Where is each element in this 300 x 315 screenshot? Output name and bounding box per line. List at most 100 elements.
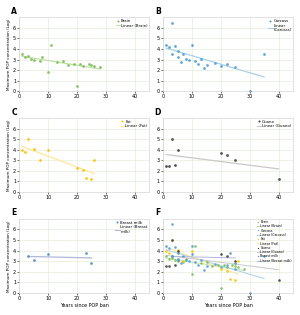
Point (169, 137, 174, 142)
Point (201, 267, 206, 272)
Point (216, 263, 220, 268)
Point (32, 57, 36, 62)
Point (164, 264, 169, 269)
Point (248, 290, 252, 295)
Legend: Breast milk, Linear (Breast
milk): Breast milk, Linear (Breast milk) (115, 220, 148, 234)
Point (92, 158, 97, 163)
Text: E: E (11, 209, 17, 217)
Point (175, 147, 180, 152)
Point (175, 49, 180, 54)
Point (172, 43, 177, 49)
X-axis label: Years since POP ban: Years since POP ban (204, 303, 253, 308)
Point (46, 147, 51, 152)
Y-axis label: Maximum POP concentration (Log): Maximum POP concentration (Log) (7, 220, 11, 292)
Point (60, 58, 65, 63)
Point (190, 248, 194, 253)
Point (224, 152, 229, 158)
Point (193, 260, 197, 265)
Point (233, 65, 238, 70)
Point (26, 137, 30, 142)
Point (230, 263, 235, 268)
Point (190, 42, 194, 47)
Point (213, 262, 218, 267)
Point (40, 55, 45, 60)
Point (23, 55, 28, 60)
Point (204, 264, 209, 269)
Point (26, 253, 30, 258)
Point (218, 63, 223, 68)
Point (164, 244, 169, 249)
Point (198, 261, 203, 266)
Point (164, 248, 169, 253)
Point (167, 256, 171, 261)
Point (181, 253, 186, 258)
Point (181, 52, 186, 57)
Point (221, 263, 226, 268)
Point (242, 266, 246, 271)
Point (233, 158, 238, 163)
Point (187, 57, 192, 62)
Point (92, 63, 97, 68)
Point (233, 278, 238, 283)
Text: C: C (11, 108, 17, 117)
Point (23, 149, 28, 154)
Point (233, 266, 238, 271)
Legend: Carcass, Linear
(Carcass): Carcass, Linear (Carcass) (268, 19, 292, 33)
Point (218, 265, 223, 270)
Point (184, 56, 189, 61)
Text: A: A (11, 7, 17, 16)
Point (210, 264, 215, 269)
Point (262, 253, 267, 258)
Point (198, 56, 203, 61)
Point (276, 278, 281, 283)
Point (195, 61, 200, 66)
Point (201, 66, 206, 71)
Point (167, 250, 171, 255)
Point (46, 251, 51, 256)
Point (218, 285, 223, 290)
Point (169, 255, 174, 261)
Y-axis label: Maximum POP concentration (Log): Maximum POP concentration (Log) (7, 19, 11, 90)
Point (26, 54, 30, 59)
Legend: Guano, Linear (Guano): Guano, Linear (Guano) (256, 119, 292, 129)
Point (20, 147, 25, 152)
Point (175, 259, 180, 264)
Point (86, 61, 91, 66)
Point (190, 244, 194, 249)
Point (89, 177, 94, 182)
Point (167, 264, 171, 269)
Point (184, 258, 189, 263)
Point (184, 256, 189, 261)
Point (181, 259, 186, 264)
Point (193, 244, 197, 249)
Point (193, 58, 197, 63)
Point (175, 258, 180, 263)
Point (20, 52, 25, 57)
Text: B: B (155, 7, 161, 16)
Point (175, 247, 180, 252)
Point (233, 264, 238, 269)
Point (89, 62, 94, 67)
Point (181, 260, 186, 265)
Point (83, 176, 88, 181)
Point (83, 250, 88, 255)
Point (175, 55, 180, 60)
Point (37, 158, 42, 163)
Point (224, 263, 229, 268)
Point (80, 63, 85, 68)
Point (198, 258, 203, 263)
Point (236, 265, 241, 270)
Point (178, 59, 183, 64)
Point (227, 277, 232, 282)
Point (236, 259, 241, 264)
Y-axis label: Maximum POP concentration (Log): Maximum POP concentration (Log) (7, 119, 11, 191)
Point (75, 165, 80, 170)
Point (276, 177, 281, 182)
Point (28, 56, 33, 61)
X-axis label: Years since POP ban: Years since POP ban (60, 303, 109, 308)
Point (32, 146, 36, 151)
Point (77, 61, 82, 66)
Point (169, 20, 174, 25)
Text: F: F (155, 209, 160, 217)
Point (164, 42, 169, 47)
